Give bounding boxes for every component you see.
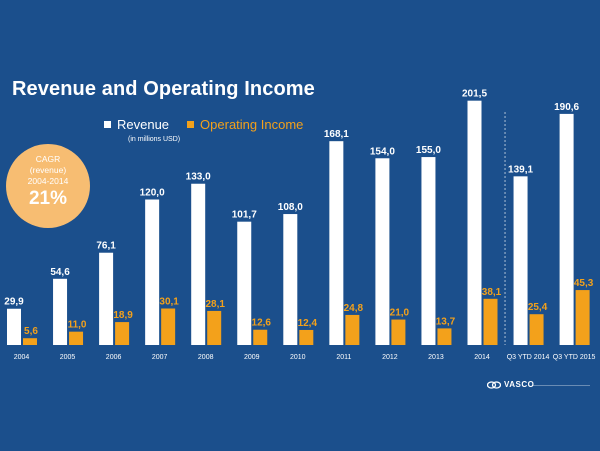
operating-income-value-label: 24,8 [344,303,364,314]
revenue-value-label: 101,7 [232,210,257,221]
cagr-badge: CAGR (revenue) 2004-2014 21% [6,144,90,228]
footer-divider [532,385,590,386]
cagr-value: 21% [28,188,68,209]
operating-income-bar [115,322,130,345]
legend-operating-income: Operating Income [187,117,303,132]
revenue-value-label: 120,0 [140,188,165,199]
revenue-bar [421,157,436,345]
operating-income-bar [207,310,222,345]
operating-income-value-label: 28,1 [205,299,225,310]
operating-income-bar [161,308,176,345]
legend: Revenue Operating Income [104,117,303,132]
cagr-period: 2004-2014 [27,176,69,186]
vasco-logo: VASCO [487,380,534,389]
operating-income-bar [575,290,590,345]
operating-income-value-label: 21,0 [390,308,410,319]
revenue-bar [145,199,160,345]
revenue-bar [53,278,68,345]
operating-income-value-label: 38,1 [482,287,502,298]
x-tick-label: 2005 [60,354,76,361]
revenue-value-label: 190,6 [554,102,579,113]
x-tick-label: 2006 [106,354,122,361]
operating-income-bar [483,298,498,345]
operating-income-bar [529,314,544,345]
revenue-bar [237,221,252,345]
x-tick-label: 2011 [336,354,351,361]
legend-revenue-swatch [104,121,111,128]
operating-income-value-label: 18,9 [113,310,133,321]
revenue-bar [375,158,390,345]
operating-income-value-label: 11,0 [68,320,87,331]
revenue-value-label: 139,1 [508,164,533,175]
revenue-value-label: 155,0 [416,145,441,156]
revenue-bar [329,141,344,345]
revenue-value-label: 76,1 [96,241,116,252]
chart-title: Revenue and Operating Income [12,78,315,100]
operating-income-value-label: 30,1 [159,297,179,308]
legend-operating-income-label: Operating Income [200,117,304,132]
revenue-value-label: 133,0 [186,172,211,183]
revenue-value-label: 29,9 [4,297,24,308]
legend-revenue: Revenue [104,117,169,132]
revenue-value-label: 108,0 [278,202,303,213]
operating-income-value-label: 12,4 [298,318,318,329]
revenue-value-label: 154,0 [370,146,395,157]
legend-revenue-label: Revenue [117,117,170,132]
operating-income-bar [391,319,406,345]
operating-income-value-label: 13,7 [436,316,456,327]
x-tick-label: 2012 [382,354,398,361]
x-tick-label: Q3 YTD 2014 [507,354,550,361]
operating-income-bar [437,328,452,345]
operating-income-bar [299,329,314,345]
operating-income-value-label: 5,6 [24,326,38,337]
operating-income-value-label: 12,6 [252,318,272,329]
revenue-bar [283,214,298,345]
revenue-bar [191,183,206,345]
x-tick-label: 2010 [290,354,306,361]
revenue-value-label: 54,6 [50,267,70,278]
vasco-logo-text: VASCO [504,380,535,389]
operating-income-bar [253,329,268,345]
x-tick-label: 2009 [244,354,260,361]
operating-income-bar [69,331,84,345]
revenue-value-label: 168,1 [324,129,349,140]
revenue-bar [7,308,21,345]
operating-income-value-label: 25,4 [528,302,548,313]
revenue-bar [467,100,482,346]
operating-income-bar [345,314,360,345]
cagr-sublabel: (revenue) [29,165,67,175]
vasco-logo-mark-icon [487,380,501,389]
x-tick-label: 2007 [152,354,168,361]
legend-operating-income-swatch [187,121,195,128]
x-tick-label: 2004 [14,354,30,361]
revenue-value-label: 201,5 [462,89,487,100]
x-tick-label: 2013 [428,354,444,361]
x-tick-label: 2014 [474,354,490,361]
operating-income-value-label: 45,3 [574,278,594,289]
revenue-bar [513,176,528,345]
cagr-label: CAGR [35,154,61,164]
revenue-bar [99,252,114,345]
x-tick-label: Q3 YTD 2015 [553,354,596,361]
x-tick-label: 2008 [198,354,214,361]
units-note: (in millions USD) [128,136,181,143]
operating-income-bar [23,338,37,345]
revenue-bar [559,113,574,346]
